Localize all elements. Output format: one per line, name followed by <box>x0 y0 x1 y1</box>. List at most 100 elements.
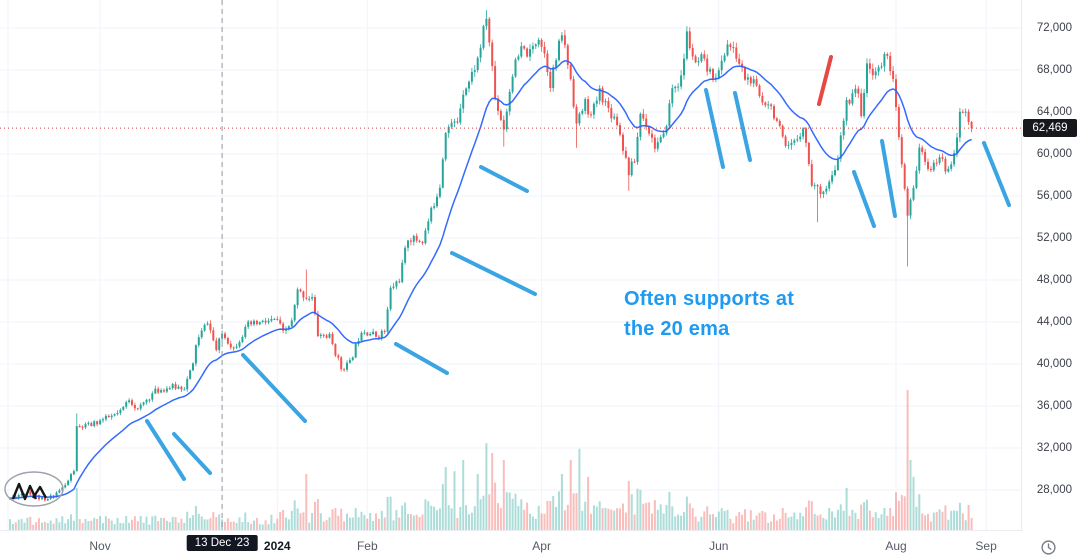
volume-bar <box>409 514 412 530</box>
volume-bar <box>712 514 714 530</box>
candle-body <box>305 297 308 299</box>
candle-body <box>282 323 285 331</box>
candle-body <box>752 79 755 84</box>
volume-bar <box>180 518 183 530</box>
volume-bar <box>241 522 244 530</box>
volume-bar <box>293 500 296 530</box>
candle-body <box>714 77 717 79</box>
volume-bar <box>630 494 633 530</box>
candle-body <box>572 79 575 107</box>
volume-bar <box>363 514 366 530</box>
candle-body <box>627 157 630 176</box>
candle-body <box>558 40 560 61</box>
volume-bar <box>119 523 122 530</box>
candle-body <box>72 471 75 475</box>
volume-bar <box>386 497 389 530</box>
chart-text-annotation[interactable]: Often supports at the 20 ema <box>624 284 794 344</box>
candle-body <box>380 330 383 338</box>
candle-body <box>194 345 197 364</box>
candle-body <box>340 357 343 370</box>
candle-body <box>520 46 523 57</box>
trendline-annotation[interactable] <box>145 419 186 481</box>
candle-body <box>828 181 831 189</box>
candle-body <box>578 113 581 124</box>
volume-bar <box>136 521 139 530</box>
trendline-annotation[interactable] <box>172 432 212 475</box>
volume-bar <box>970 518 973 530</box>
candle-body <box>863 92 866 117</box>
trendline-annotation[interactable] <box>479 165 529 193</box>
circle-annotation[interactable] <box>4 471 64 507</box>
price-axis[interactable]: 72,000 68,000 64,000 60,000 56,000 52,000 48,0… <box>1022 0 1079 531</box>
candle-body <box>35 494 38 496</box>
candle-body <box>755 79 758 86</box>
ema-20-line[interactable] <box>9 60 972 500</box>
volume-bar <box>427 501 430 530</box>
trendline-annotation[interactable] <box>817 55 833 106</box>
volume-bar <box>282 509 285 530</box>
volume-bar <box>732 523 735 530</box>
volume-bar <box>192 515 194 530</box>
volume-bar <box>784 513 787 530</box>
time-axis[interactable]: Nov 13 Dec '23 2024 Feb Apr Jun Aug Sep <box>0 531 1079 559</box>
volume-bar <box>421 514 424 530</box>
volume-bar <box>744 509 746 530</box>
volume-bar <box>194 506 197 530</box>
candle-body <box>482 26 485 48</box>
volume-bar <box>839 504 842 530</box>
candle-body <box>488 18 491 43</box>
candle-body <box>421 241 424 244</box>
candle-body <box>825 188 828 192</box>
candle-body <box>842 120 845 136</box>
candle-body <box>360 332 363 341</box>
selected-date-badge: 13 Dec '23 <box>186 535 258 551</box>
volume-bar <box>229 521 232 530</box>
volume-bar <box>511 498 514 530</box>
candle-body <box>656 142 659 149</box>
volume-bar <box>723 511 726 530</box>
price-tick-label: 40,000 <box>1036 358 1072 370</box>
candle-body <box>929 168 932 171</box>
candle-body <box>767 104 770 106</box>
volume-bar <box>662 513 665 530</box>
candle-body <box>868 63 871 69</box>
time-tick-label: 2024 <box>263 539 291 553</box>
trendline-annotation[interactable] <box>704 88 725 169</box>
candle-body <box>871 68 874 76</box>
candle-body <box>430 207 433 222</box>
volume-bar <box>436 510 438 530</box>
candle-body <box>226 338 229 344</box>
trendline-annotation[interactable] <box>733 91 752 162</box>
trendline-annotations[interactable] <box>145 55 1011 481</box>
timezone-clock-icon[interactable] <box>1040 539 1057 556</box>
candle-body <box>651 133 653 138</box>
volume-bar <box>816 515 819 530</box>
volume-bar <box>441 483 444 530</box>
candle-body <box>662 133 665 138</box>
volume-bar <box>488 494 491 530</box>
candle-body <box>96 421 99 425</box>
trendline-annotation[interactable] <box>241 353 307 423</box>
candlesticks[interactable] <box>9 10 973 502</box>
candle-body <box>168 388 171 390</box>
volume-bar <box>921 513 924 530</box>
trendline-annotation[interactable] <box>394 342 449 375</box>
time-tick-label: Aug <box>885 539 907 553</box>
volume-bar <box>767 522 770 530</box>
trendline-annotation[interactable] <box>982 141 1011 207</box>
candle-body <box>633 161 636 163</box>
candle-body <box>546 53 549 72</box>
trendline-annotation[interactable] <box>450 251 537 296</box>
grid-lines <box>0 0 1022 531</box>
candle-body <box>67 480 70 486</box>
trendline-annotation[interactable] <box>880 139 897 218</box>
trendline-annotation[interactable] <box>852 170 876 228</box>
candle-body <box>860 93 863 116</box>
volume-bar <box>860 504 863 530</box>
volume-bar <box>418 516 421 530</box>
volume-bar <box>697 521 700 530</box>
candle-body <box>183 389 186 391</box>
volume-bar <box>892 516 895 530</box>
scribble-annotation[interactable] <box>11 482 48 501</box>
